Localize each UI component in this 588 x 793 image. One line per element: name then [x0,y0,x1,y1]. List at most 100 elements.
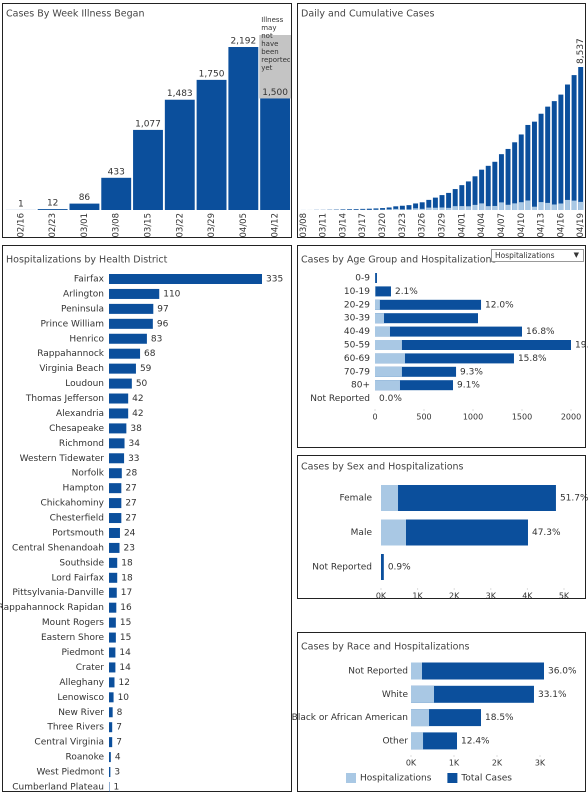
dropdown[interactable]: Hospitalizations ▼ [491,249,584,262]
x-tick-label: 1500 [512,413,532,422]
x-tick-label: 04/05 [239,213,249,238]
x-tick-label: 04/13 [537,213,547,238]
x-tick-label: 03/20 [378,213,388,238]
bar [109,647,116,658]
bar [109,438,125,449]
y-tick-label: Norfolk [72,469,105,479]
bar [133,129,163,210]
bar [347,209,353,210]
data-label: 1,500 [262,88,288,98]
y-tick-label: Other [382,736,408,746]
bar [373,208,379,210]
y-tick-label: 10-19 [344,287,370,297]
bar [109,303,154,314]
data-label: 9.3% [460,367,483,377]
y-tick-label: Henrico [69,334,104,344]
y-tick-label: Rappahannock [37,349,105,359]
data-label: 10 [118,693,130,703]
y-tick-label: Male [351,528,373,538]
bar [505,204,511,210]
bar [109,752,111,763]
x-tick-label: 03/29 [207,213,217,238]
data-label: 24 [124,528,136,538]
y-tick-label: Portsmouth [52,528,104,538]
y-tick-label: Roanoke [65,753,104,763]
bar [109,274,262,284]
bar [375,326,522,337]
y-tick-label: Southside [59,558,104,568]
data-label: 18 [121,558,133,568]
y-tick-label: Mount Rogers [42,618,104,628]
data-label: 110 [163,289,180,299]
bar [381,519,406,546]
bar [109,453,125,464]
data-label: 33.1% [538,690,567,700]
bar [109,527,120,538]
x-tick-label: 2K [492,759,503,768]
y-tick-label: Fairfax [74,275,105,285]
bar [426,199,432,210]
bar [196,79,227,210]
bar [492,161,498,210]
bar [411,662,423,680]
y-tick-label: Crater [76,663,105,673]
x-tick-label: 03/29 [438,213,448,238]
data-label: 15 [120,633,131,643]
data-label: 7 [116,723,122,733]
y-tick-label: Black or African American [292,713,408,723]
bar [109,722,113,733]
x-tick-label: 3K [535,759,546,768]
bar [375,380,400,391]
bar [109,393,129,404]
data-label: 51.7% [560,494,588,504]
bar [375,299,380,310]
x-tick-label: 04/10 [517,213,527,238]
bar [411,685,534,703]
x-tick-label: 03/23 [398,213,408,238]
x-tick-label: 0K [406,759,417,768]
y-tick-label: 40-49 [344,327,370,337]
x-tick-label: 02/16 [16,213,26,238]
data-label: 36.0% [548,667,577,677]
y-tick-label: 30-39 [344,314,370,324]
bar [565,199,570,210]
x-tick-label: 03/01 [80,213,90,238]
x-tick-label: 04/16 [556,213,566,238]
bar [109,662,116,673]
bar [525,200,531,210]
x-tick-label: 04/07 [497,213,507,238]
chart-title: Cases by Age Group and Hospitalizations [301,255,497,266]
x-tick-label: 03/08 [112,213,122,238]
data-label: 1,483 [167,89,193,99]
y-tick-label: Cumberland Plateau [12,782,104,792]
bar [432,207,438,210]
bar [109,378,132,389]
x-tick-label: 03/22 [175,213,185,238]
bar [406,205,412,210]
data-label: 12 [47,199,58,209]
bar [109,423,127,434]
bar [381,485,556,511]
y-tick-label: Eastern Shore [41,633,104,643]
data-label: 47.3% [532,528,561,538]
x-tick-label: 1000 [463,413,483,422]
chart-title: Cases By Week Illness Began [6,9,145,20]
data-label: 18.5% [485,713,514,723]
bar [439,207,445,210]
bar [505,148,511,210]
bar [419,208,425,210]
chart-title: Daily and Cumulative Cases [301,9,434,20]
bar [375,353,405,364]
bar [479,203,485,210]
bar [558,203,564,210]
y-tick-label: Not Reported [348,667,408,677]
legend-swatch [346,773,356,783]
y-tick-label: Central Virginia [34,738,104,748]
y-tick-label: Three Rivers [46,723,104,733]
annotation-box [259,35,291,99]
data-label: 9.1% [457,381,480,391]
panel [2,245,292,792]
data-label: 14 [119,663,131,673]
bar [545,106,551,210]
